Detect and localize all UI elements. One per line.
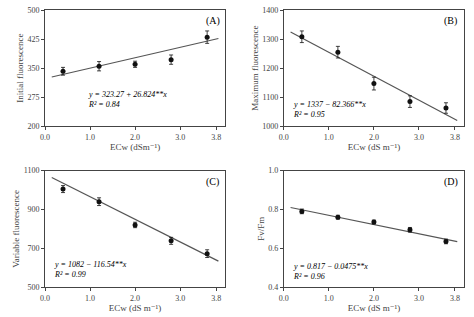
svg-text:1300: 1300: [262, 35, 278, 44]
svg-text:3.0: 3.0: [175, 133, 185, 142]
svg-text:ECw (dSm⁻¹): ECw (dSm⁻¹): [110, 142, 160, 152]
svg-text:1.0: 1.0: [324, 133, 334, 142]
svg-text:Maximum fluorescence: Maximum fluorescence: [250, 26, 260, 111]
svg-text:3.8: 3.8: [211, 294, 221, 303]
svg-text:1.0: 1.0: [324, 294, 334, 303]
svg-text:0.8: 0.8: [268, 205, 278, 214]
svg-text:y = 1082 − 116.54**xR² = 0.99: y = 1082 − 116.54**xR² = 0.99: [54, 260, 127, 279]
svg-text:0.0: 0.0: [40, 294, 50, 303]
svg-text:2.0: 2.0: [130, 133, 140, 142]
svg-text:200: 200: [27, 122, 39, 131]
svg-text:425: 425: [27, 35, 39, 44]
svg-text:275: 275: [27, 93, 39, 102]
svg-text:700: 700: [27, 244, 39, 253]
svg-text:ECw (dS m⁻¹): ECw (dS m⁻¹): [348, 303, 400, 313]
svg-text:2.0: 2.0: [130, 294, 140, 303]
svg-text:3.0: 3.0: [175, 294, 185, 303]
svg-text:1100: 1100: [263, 93, 279, 102]
svg-text:Variable fluorescence: Variable fluorescence: [11, 190, 21, 268]
svg-text:0.6: 0.6: [268, 244, 278, 253]
svg-text:0.4: 0.4: [268, 283, 278, 292]
svg-text:3.8: 3.8: [211, 133, 221, 142]
svg-text:3.8: 3.8: [450, 294, 460, 303]
svg-text:350: 350: [27, 64, 39, 73]
svg-text:0.0: 0.0: [40, 133, 50, 142]
svg-text:Initial fluorescence: Initial fluorescence: [15, 34, 25, 103]
svg-text:1000: 1000: [262, 122, 278, 131]
svg-text:3.8: 3.8: [450, 133, 460, 142]
svg-text:y = 1337 − 82.366**xR² = 0.95: y = 1337 − 82.366**xR² = 0.95: [293, 100, 366, 119]
svg-text:500: 500: [27, 283, 39, 292]
svg-text:1400: 1400: [262, 6, 278, 15]
svg-text:(B): (B): [444, 15, 457, 27]
svg-text:1200: 1200: [262, 64, 278, 73]
svg-text:0.0: 0.0: [279, 294, 289, 303]
svg-text:Fv/Fm: Fv/Fm: [256, 217, 266, 241]
svg-text:900: 900: [27, 205, 39, 214]
svg-text:1.0: 1.0: [85, 133, 95, 142]
svg-text:2.0: 2.0: [369, 133, 379, 142]
svg-text:(C): (C): [206, 176, 219, 188]
svg-text:ECw (dS m⁻¹): ECw (dS m⁻¹): [109, 303, 161, 313]
svg-text:0.0: 0.0: [279, 133, 289, 142]
svg-text:(A): (A): [206, 15, 220, 27]
svg-text:3.0: 3.0: [414, 133, 424, 142]
svg-text:3.0: 3.0: [414, 294, 424, 303]
svg-text:500: 500: [27, 6, 39, 15]
svg-text:1.0: 1.0: [268, 166, 278, 175]
svg-text:2.0: 2.0: [369, 294, 379, 303]
svg-text:y = 0.817 − 0.0475**xR² = 0.96: y = 0.817 − 0.0475**xR² = 0.96: [293, 262, 368, 281]
svg-text:ECw (dS m⁻¹): ECw (dS m⁻¹): [348, 142, 400, 152]
svg-text:1.0: 1.0: [85, 294, 95, 303]
svg-text:y = 323.27 + 26.824**xR² = 0.8: y = 323.27 + 26.824**xR² = 0.84: [88, 90, 167, 109]
svg-text:(D): (D): [444, 176, 458, 188]
svg-text:1100: 1100: [24, 166, 40, 175]
